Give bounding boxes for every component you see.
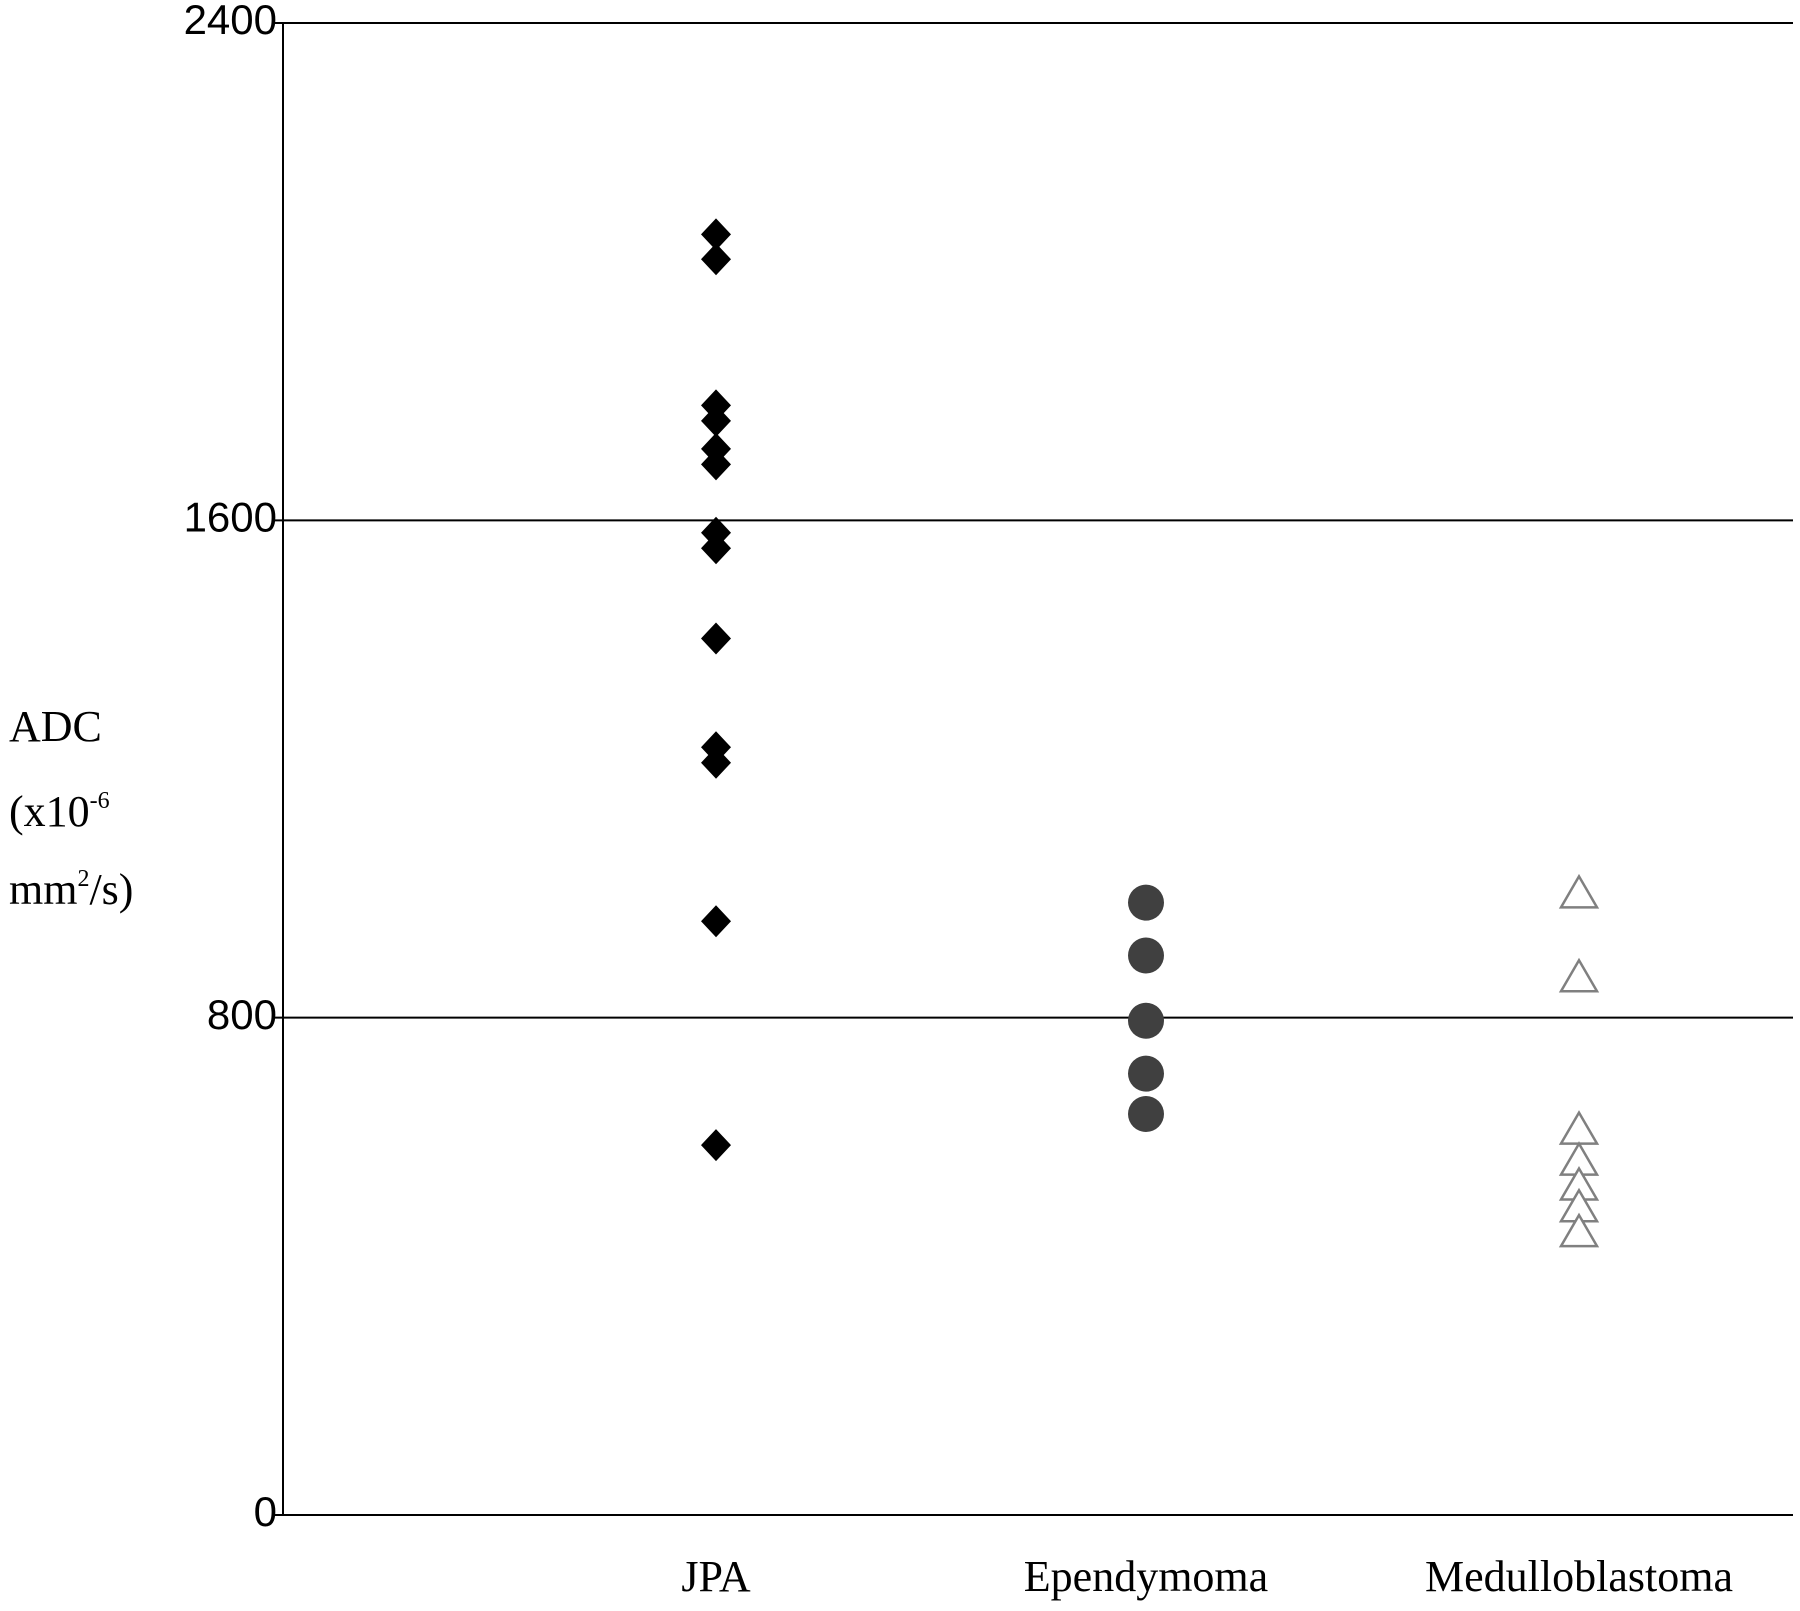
circle-marker bbox=[1128, 1096, 1164, 1133]
x-tick-label: Medulloblastoma bbox=[1425, 1552, 1733, 1601]
diamond-marker bbox=[701, 746, 731, 779]
diamond-marker bbox=[701, 622, 731, 655]
triangle-marker bbox=[1558, 957, 1600, 993]
circle-marker bbox=[1128, 1055, 1164, 1092]
triangle-marker bbox=[1558, 1212, 1600, 1248]
diamond-marker bbox=[701, 243, 731, 276]
diamond-marker bbox=[701, 218, 731, 251]
diamond-marker bbox=[701, 1129, 731, 1162]
y-tick-label: 2400 bbox=[184, 0, 277, 43]
circle-marker bbox=[1128, 937, 1164, 974]
circle-marker bbox=[1128, 884, 1164, 921]
y-axis-label-sup: 2 bbox=[77, 866, 89, 892]
y-axis-label-part: (x10 bbox=[9, 787, 90, 836]
y-axis-label-part: /s) bbox=[89, 865, 133, 914]
triangle-marker bbox=[1558, 1110, 1600, 1145]
x-tick-label: Ependymoma bbox=[1024, 1552, 1268, 1601]
y-axis-label-part: mm bbox=[9, 865, 77, 914]
y-axis-label: mm2/s) bbox=[9, 865, 133, 914]
diamond-marker bbox=[701, 905, 731, 938]
diamond-marker bbox=[701, 532, 731, 565]
diamond-marker bbox=[701, 448, 731, 481]
x-tick-label: JPA bbox=[681, 1552, 751, 1601]
y-axis-label: ADC bbox=[9, 702, 102, 751]
diamond-marker bbox=[701, 404, 731, 437]
circle-marker bbox=[1128, 1002, 1164, 1039]
y-tick-label: 1600 bbox=[184, 493, 277, 540]
triangle-marker bbox=[1558, 873, 1600, 909]
y-tick-label: 0 bbox=[254, 1488, 277, 1535]
y-tick-label: 800 bbox=[207, 991, 277, 1038]
y-axis-label-sup: -6 bbox=[90, 788, 110, 814]
y-axis-label: (x10-6 bbox=[9, 787, 110, 836]
